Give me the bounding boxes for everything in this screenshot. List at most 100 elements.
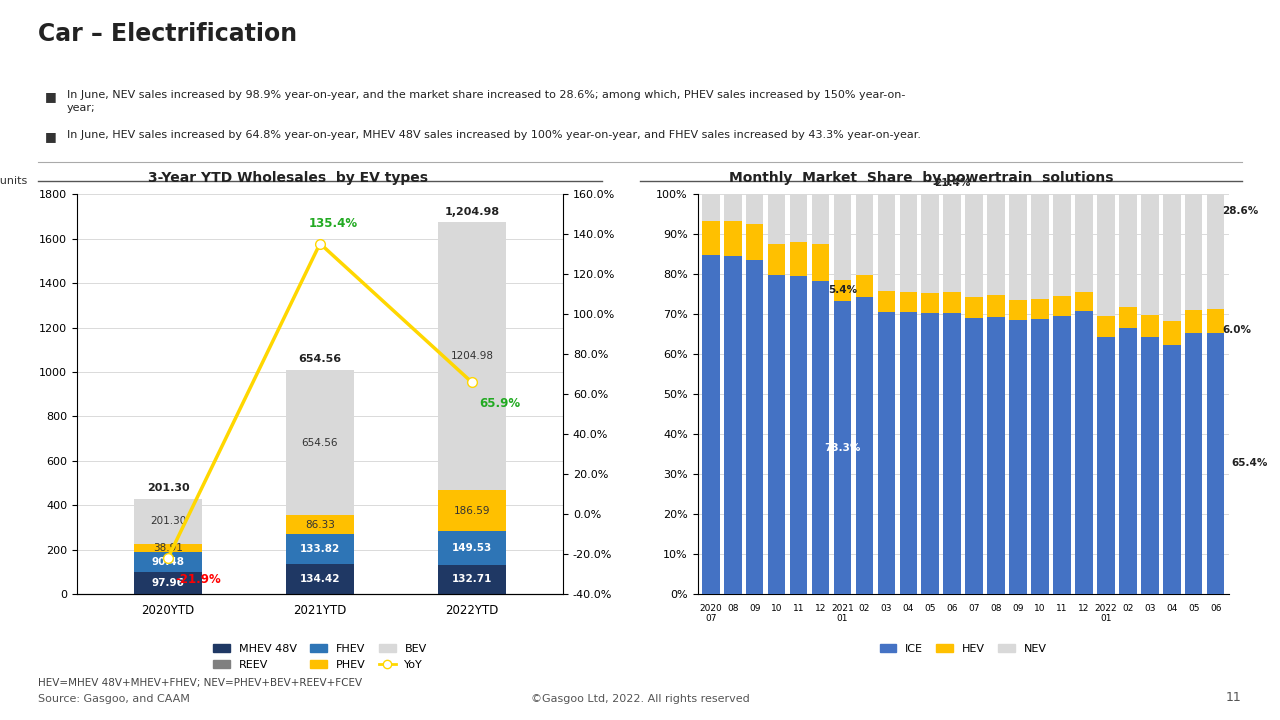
Bar: [987, 317, 1005, 594]
Bar: [701, 221, 719, 255]
Bar: [285, 516, 355, 534]
Text: -21.9%: -21.9%: [175, 573, 220, 586]
Bar: [965, 194, 983, 297]
Bar: [1119, 307, 1137, 328]
Bar: [1164, 346, 1180, 594]
Text: 90.48: 90.48: [151, 557, 184, 567]
Bar: [1140, 338, 1158, 594]
Bar: [812, 244, 829, 281]
Bar: [965, 318, 983, 594]
Bar: [1119, 328, 1137, 594]
Text: 65.9%: 65.9%: [479, 397, 520, 410]
Bar: [1140, 315, 1158, 338]
Bar: [285, 534, 355, 564]
Bar: [1097, 194, 1115, 316]
Bar: [1053, 297, 1071, 316]
Text: K units: K units: [0, 176, 27, 186]
Text: 97.96: 97.96: [151, 578, 184, 588]
Bar: [438, 531, 506, 564]
Text: 73.3%: 73.3%: [824, 443, 860, 453]
Bar: [900, 292, 916, 312]
Bar: [812, 194, 829, 244]
Text: In June, HEV sales increased by 64.8% year-on-year, MHEV 48V sales increased by : In June, HEV sales increased by 64.8% ye…: [67, 130, 920, 140]
Text: HEV=MHEV 48V+MHEV+FHEV; NEV=PHEV+BEV+REEV+FCEV: HEV=MHEV 48V+MHEV+FHEV; NEV=PHEV+BEV+REE…: [38, 678, 362, 688]
Bar: [1140, 194, 1158, 315]
Bar: [965, 297, 983, 318]
Text: ©Gasgoo Ltd, 2022. All rights reserved: ©Gasgoo Ltd, 2022. All rights reserved: [531, 694, 749, 704]
Text: 6.0%: 6.0%: [1222, 325, 1252, 336]
Bar: [285, 564, 355, 594]
Bar: [724, 221, 741, 256]
Text: 21.4%: 21.4%: [934, 179, 970, 189]
Bar: [1032, 319, 1048, 594]
Bar: [1032, 299, 1048, 319]
Bar: [746, 194, 763, 225]
Bar: [878, 291, 895, 312]
Bar: [134, 572, 202, 594]
Text: 135.4%: 135.4%: [308, 217, 358, 230]
Bar: [134, 552, 202, 572]
Text: In June, NEV sales increased by 98.9% year-on-year, and the market share increas: In June, NEV sales increased by 98.9% ye…: [67, 90, 905, 113]
Text: 654.56: 654.56: [298, 354, 342, 364]
Text: 3-Year YTD Wholesales  by EV types: 3-Year YTD Wholesales by EV types: [148, 171, 428, 185]
Bar: [768, 275, 786, 594]
Bar: [134, 544, 202, 552]
Bar: [790, 276, 808, 594]
Legend: MHEV 48V, REEV, FHEV, PHEV, BEV, YoY: MHEV 48V, REEV, FHEV, PHEV, BEV, YoY: [209, 639, 431, 674]
Bar: [878, 194, 895, 291]
Bar: [1164, 321, 1180, 346]
Bar: [724, 256, 741, 594]
Bar: [790, 194, 808, 243]
Bar: [1207, 309, 1225, 333]
Text: 38.91: 38.91: [154, 543, 183, 553]
Text: 86.33: 86.33: [305, 520, 335, 530]
Bar: [438, 564, 506, 594]
Bar: [855, 194, 873, 275]
Legend: ICE, HEV, NEV: ICE, HEV, NEV: [876, 639, 1051, 658]
Text: 5.4%: 5.4%: [828, 285, 858, 295]
Bar: [1010, 300, 1027, 320]
Bar: [922, 313, 940, 594]
Bar: [855, 275, 873, 297]
Text: 1,204.98: 1,204.98: [444, 207, 499, 217]
Bar: [900, 194, 916, 292]
Text: 134.42: 134.42: [300, 574, 340, 584]
Text: ■: ■: [45, 90, 56, 103]
Bar: [1075, 194, 1093, 292]
Bar: [833, 194, 851, 279]
Bar: [812, 281, 829, 594]
Bar: [1164, 194, 1180, 321]
Bar: [833, 279, 851, 301]
Bar: [922, 194, 940, 293]
Bar: [438, 222, 506, 490]
Bar: [943, 312, 961, 594]
Text: ■: ■: [45, 130, 56, 143]
Text: 1204.98: 1204.98: [451, 351, 494, 361]
Bar: [285, 370, 355, 516]
Text: 186.59: 186.59: [453, 505, 490, 516]
Bar: [878, 312, 895, 594]
Text: 654.56: 654.56: [302, 438, 338, 448]
Text: 11: 11: [1226, 691, 1242, 704]
Bar: [746, 260, 763, 594]
Text: 201.30: 201.30: [147, 483, 189, 493]
Bar: [855, 297, 873, 594]
Bar: [768, 244, 786, 275]
Bar: [701, 255, 719, 594]
Bar: [790, 243, 808, 276]
Bar: [987, 295, 1005, 317]
Bar: [1097, 316, 1115, 338]
Bar: [1075, 292, 1093, 311]
Bar: [1207, 194, 1225, 309]
Text: Source: Gasgoo, and CAAM: Source: Gasgoo, and CAAM: [38, 694, 191, 704]
Text: Monthly  Market  Share  by powertrain  solutions: Monthly Market Share by powertrain solut…: [730, 171, 1114, 185]
Text: 149.53: 149.53: [452, 543, 492, 553]
Bar: [1207, 333, 1225, 594]
Bar: [1185, 310, 1202, 333]
Bar: [746, 225, 763, 260]
Bar: [1185, 194, 1202, 310]
Bar: [1010, 194, 1027, 300]
Bar: [438, 490, 506, 531]
Bar: [1119, 194, 1137, 307]
Bar: [1075, 311, 1093, 594]
